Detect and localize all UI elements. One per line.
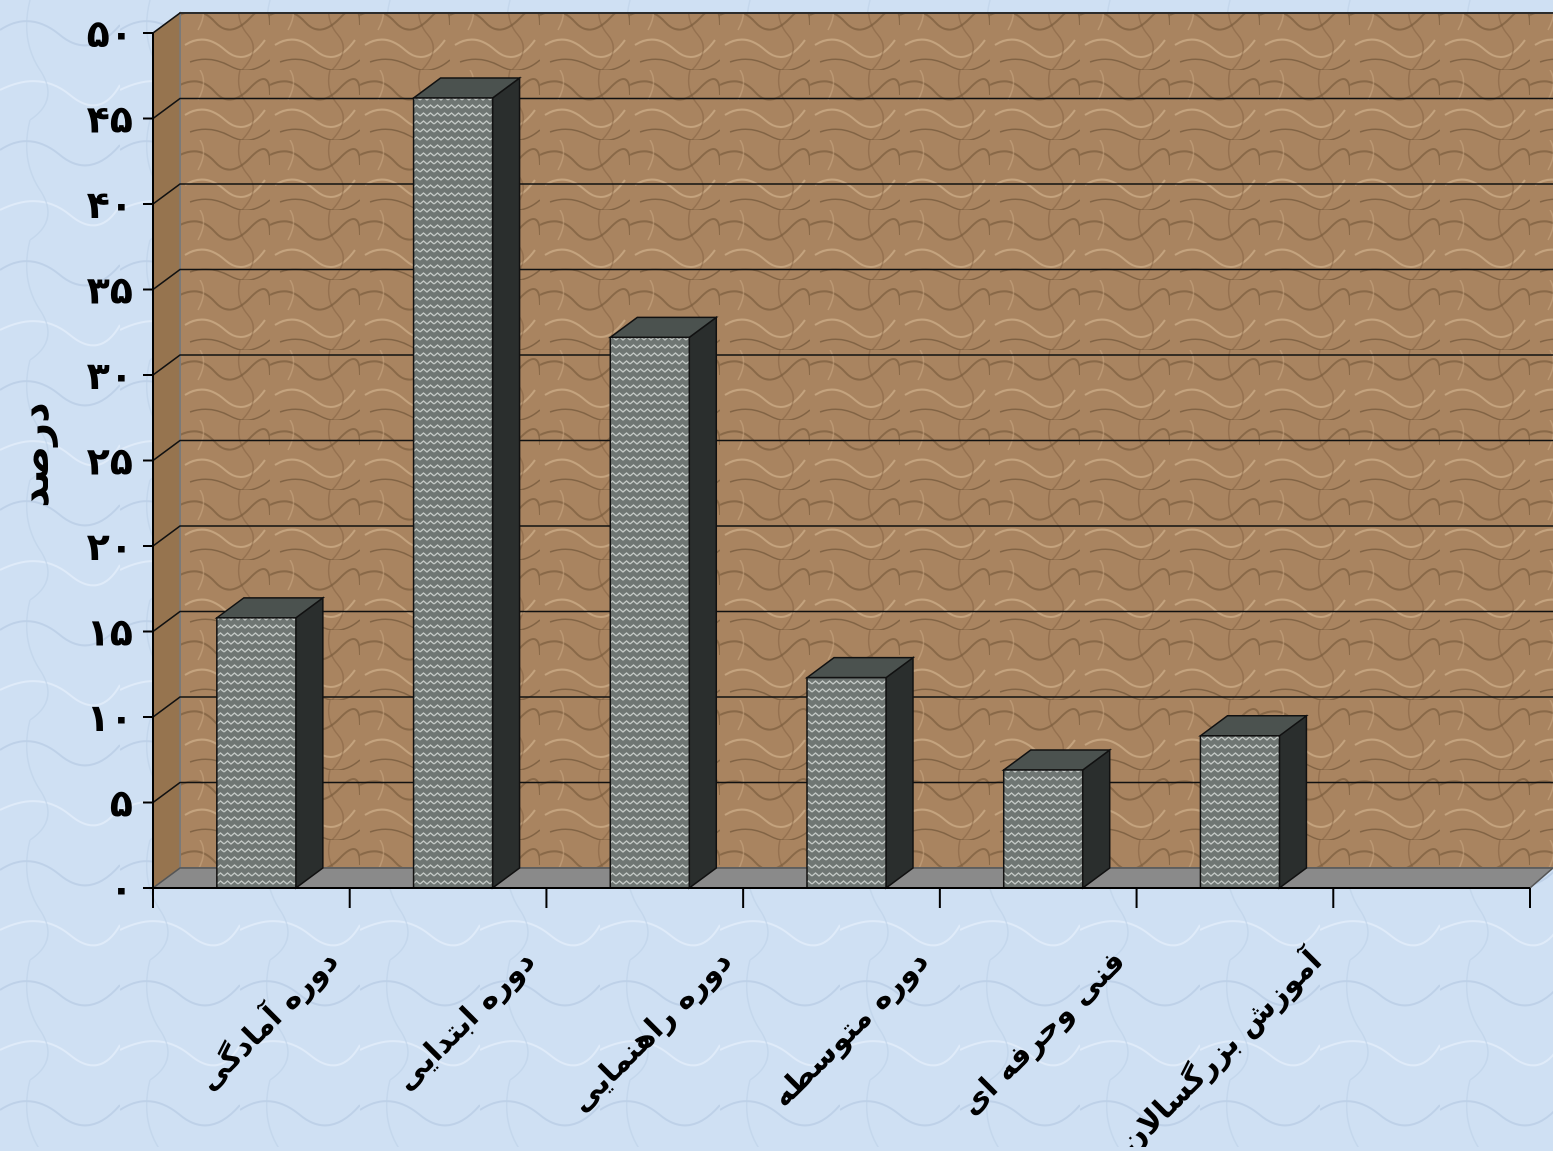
gridline bbox=[152, 97, 1553, 120]
gridline bbox=[152, 696, 1553, 718]
bar-side bbox=[688, 315, 718, 890]
gridline bbox=[152, 268, 1553, 291]
bar-6 bbox=[1198, 714, 1309, 890]
bar-side bbox=[1081, 748, 1111, 890]
y-tick-label: ۵٠ bbox=[87, 12, 133, 56]
y-tick-label: ٣٠ bbox=[87, 354, 133, 398]
bar-front bbox=[412, 97, 494, 889]
bar-front bbox=[1199, 735, 1281, 889]
bar-5 bbox=[1001, 748, 1112, 890]
gridline bbox=[152, 525, 1553, 547]
y-tick-label: ۴٠ bbox=[87, 183, 133, 227]
gridline bbox=[152, 354, 1553, 376]
gridline bbox=[152, 610, 1553, 633]
bar-2 bbox=[411, 76, 522, 890]
bar-1 bbox=[214, 596, 326, 890]
y-tick-label: ٠ bbox=[110, 867, 133, 911]
y-tick-label: ١٠ bbox=[87, 696, 133, 740]
y-tick-label: ١۵ bbox=[87, 611, 133, 655]
bar-front bbox=[806, 676, 887, 889]
y-axis-label: درصد bbox=[12, 402, 58, 507]
y-tick-label: ۴۵ bbox=[87, 98, 133, 142]
bar-front bbox=[216, 617, 297, 889]
bar-front bbox=[609, 336, 691, 889]
bar-side bbox=[295, 596, 324, 890]
bar-front bbox=[1002, 769, 1084, 889]
y-tick-label: ٢۵ bbox=[87, 440, 133, 484]
bar-side bbox=[885, 656, 914, 890]
y-tick-label: ۵ bbox=[110, 782, 133, 826]
gridline bbox=[152, 439, 1553, 462]
bar-side bbox=[491, 76, 521, 890]
bar-4 bbox=[804, 656, 916, 890]
y-tick-label: ٢٠ bbox=[87, 525, 133, 569]
bar-3 bbox=[608, 315, 719, 890]
gridline bbox=[152, 12, 1553, 34]
y-tick-label: ٣۵ bbox=[87, 269, 133, 313]
gridline bbox=[152, 183, 1553, 205]
bar-side bbox=[1278, 714, 1308, 890]
